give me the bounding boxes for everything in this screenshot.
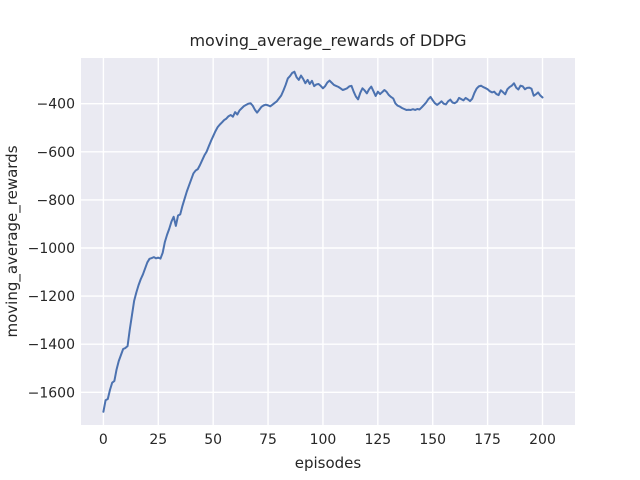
x-tick-label: 150 — [419, 432, 446, 448]
x-tick-label: 125 — [364, 432, 391, 448]
plot-area — [81, 58, 575, 425]
x-tick-label: 200 — [529, 432, 556, 448]
y-axis-label: moving_average_rewards — [3, 145, 22, 337]
y-tick-label: −1400 — [28, 337, 75, 353]
x-axis-label: episodes — [295, 454, 362, 472]
x-tick-label: 100 — [310, 432, 337, 448]
x-tick-label: 75 — [259, 432, 277, 448]
y-tick-label: −600 — [37, 145, 75, 161]
x-tick-label: 175 — [474, 432, 501, 448]
y-tick-label: −1200 — [28, 289, 75, 305]
x-tick-label: 25 — [149, 432, 167, 448]
chart-title: moving_average_rewards of DDPG — [189, 31, 466, 51]
tick-labels: 0 25 50 75 100 125 150 175 200 −400 −600 −800 −1000 −… — [28, 97, 556, 448]
y-tick-label: −800 — [37, 193, 75, 209]
y-tick-label: −1600 — [28, 385, 75, 401]
x-tick-label: 0 — [99, 432, 108, 448]
y-tick-label: −400 — [37, 97, 75, 113]
reward-line — [102, 70, 544, 413]
gridlines — [81, 58, 575, 425]
y-tick-label: −1000 — [28, 241, 75, 257]
x-tick-label: 50 — [204, 432, 222, 448]
